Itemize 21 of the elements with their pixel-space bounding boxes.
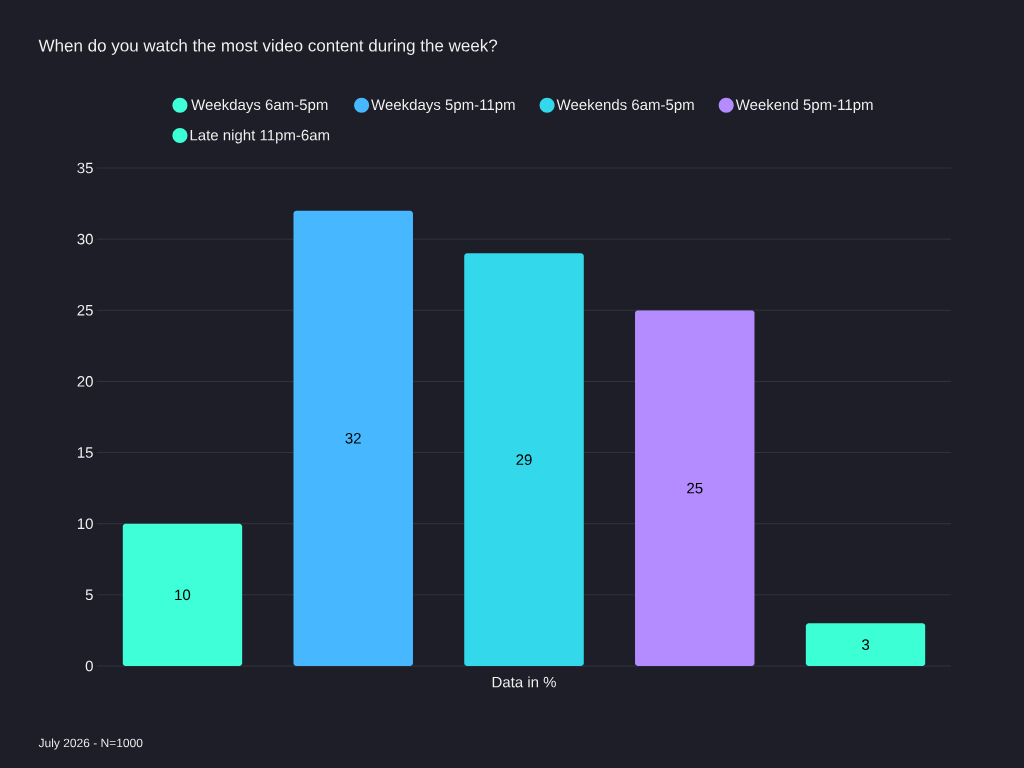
y-tick-label: 5 bbox=[85, 589, 93, 601]
data-label: 29 bbox=[516, 454, 532, 465]
y-tick-label: 15 bbox=[77, 447, 93, 458]
data-label: 10 bbox=[175, 589, 191, 601]
y-tick-label: 0 bbox=[85, 660, 93, 672]
legend-label: Weekends 6am-5pm bbox=[556, 99, 694, 114]
y-tick-label: 30 bbox=[77, 233, 93, 245]
legend-label: Weekdays 5pm-11pm bbox=[371, 99, 515, 114]
y-tick-label: 35 bbox=[77, 162, 93, 174]
chart-title: When do you watch the most video content during the week? bbox=[38, 39, 498, 55]
legend-label: Late night 11pm-6am bbox=[190, 129, 330, 144]
x-axis-title: Data in % bbox=[492, 676, 556, 688]
data-label: 25 bbox=[687, 482, 703, 494]
legend-label: Weekdays 6am-5pm bbox=[191, 99, 328, 114]
y-tick-label: 10 bbox=[77, 518, 93, 530]
data-label: 32 bbox=[345, 433, 361, 444]
y-tick-label: 25 bbox=[77, 304, 93, 316]
text: July 2026 - N=1000 bbox=[38, 738, 143, 750]
data-label: 3 bbox=[862, 639, 870, 650]
legend-label: Weekend 5pm-11pm bbox=[735, 99, 873, 114]
y-tick-label: 20 bbox=[77, 376, 93, 387]
